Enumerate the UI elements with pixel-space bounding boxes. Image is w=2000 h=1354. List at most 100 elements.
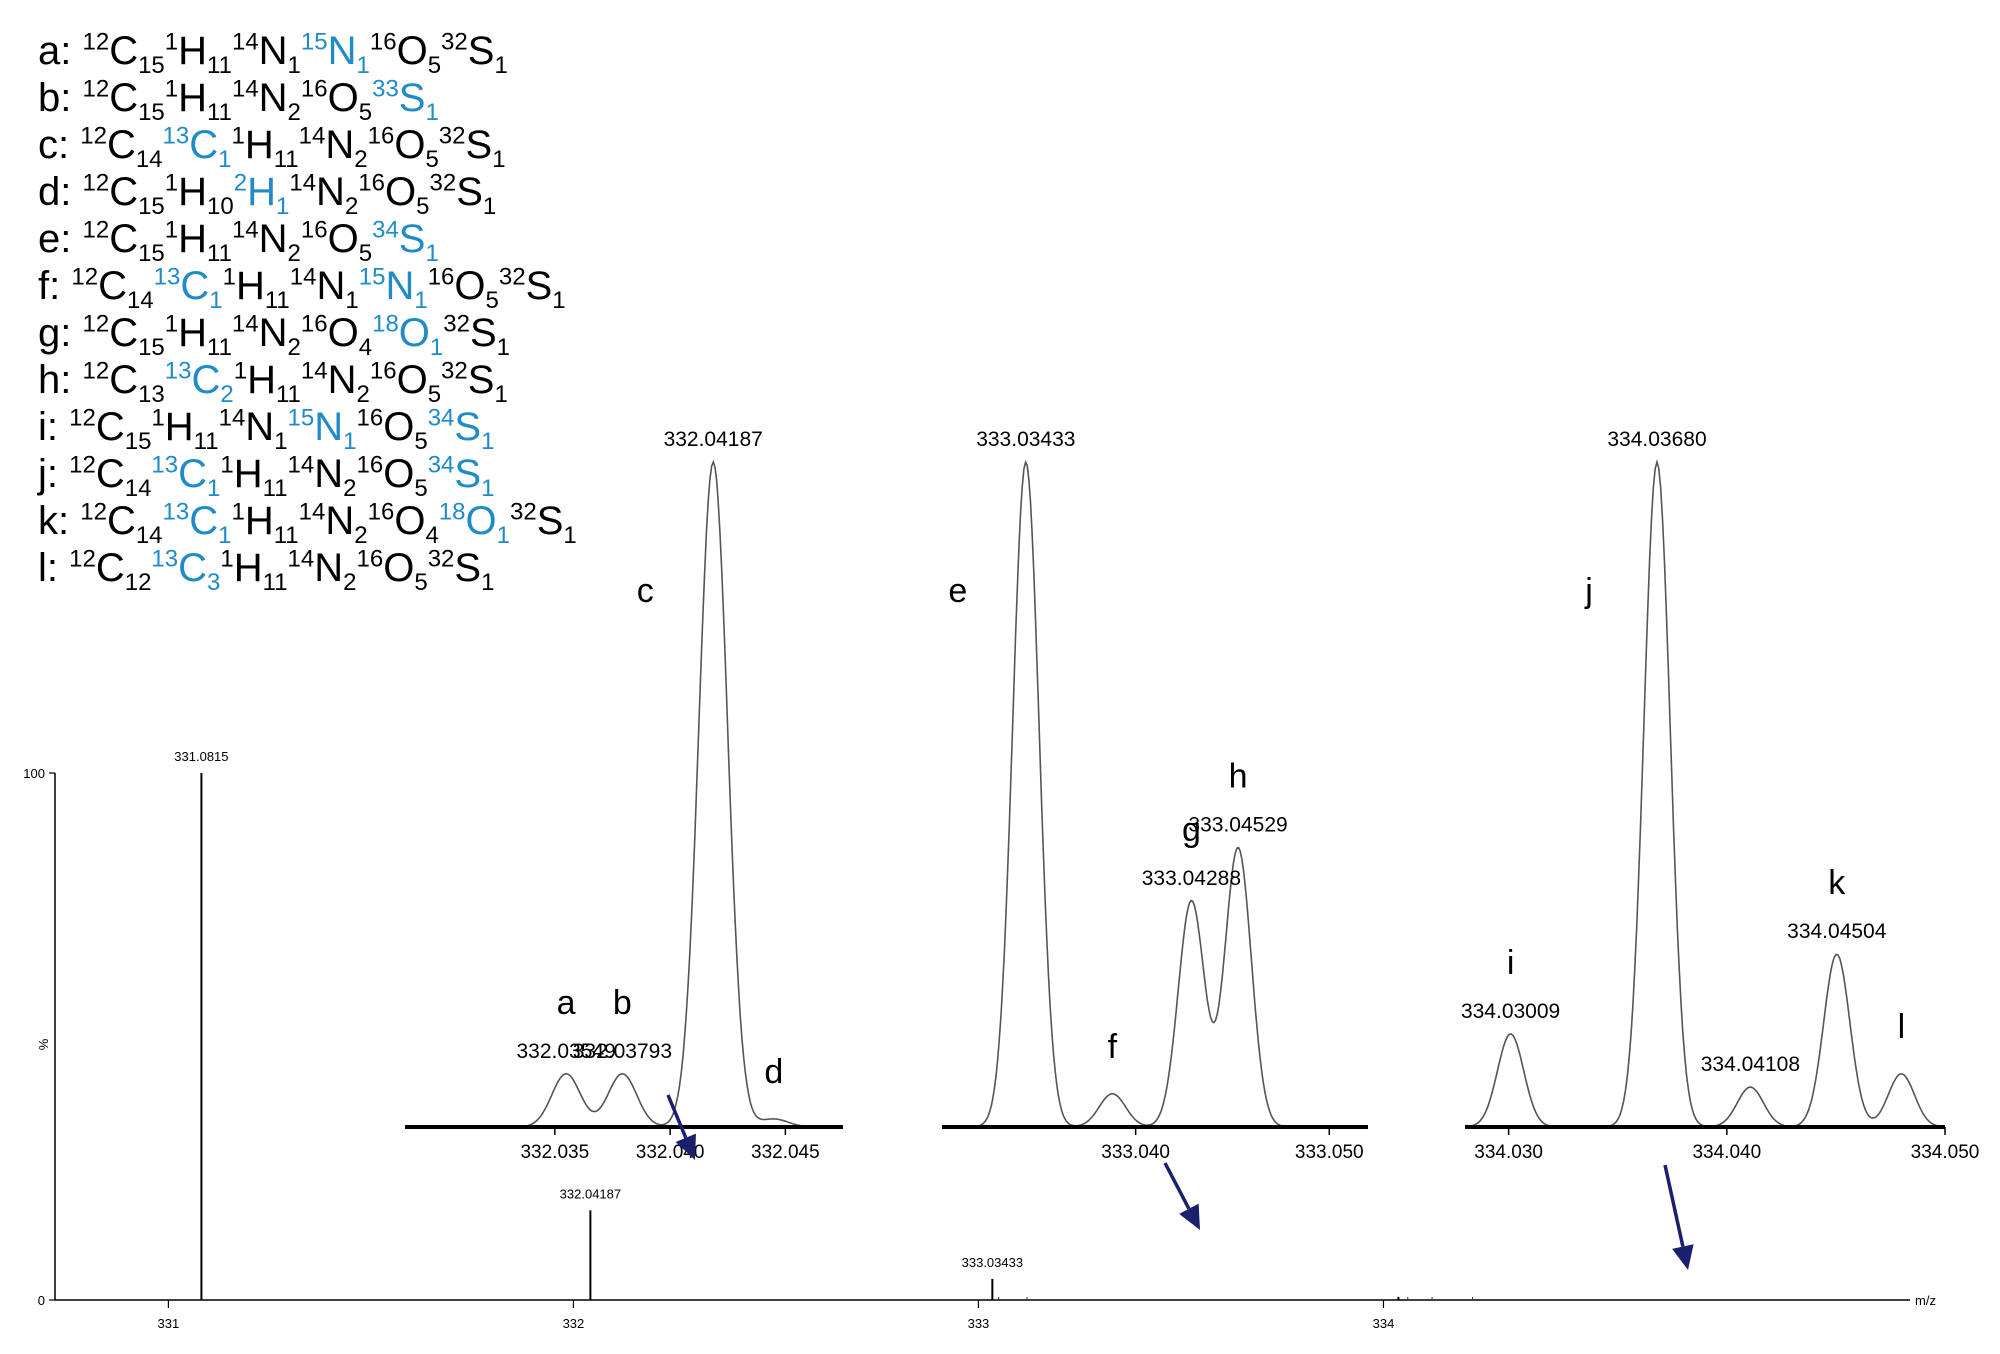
formula-atom: 16O5 <box>300 75 373 126</box>
inset-peak-label: 334.03009 <box>1461 1000 1560 1023</box>
pointer-arrow <box>1663 1164 1694 1270</box>
formula-atom: 32S1 <box>429 169 497 220</box>
inset-peak-letter: d <box>764 1053 783 1091</box>
arrow-shaft <box>666 1094 688 1139</box>
inset-x-tick-label: 334.050 <box>1911 1142 1980 1163</box>
main-x-tick-label: 334 <box>1373 1316 1395 1331</box>
formula-atom: 32S1 <box>427 545 495 596</box>
inset-peak-label: 334.04108 <box>1701 1053 1800 1076</box>
formula-atom: 14N2 <box>300 357 370 408</box>
formula-atom: 33S1 <box>372 75 439 126</box>
formula-atom: 14N2 <box>287 545 357 596</box>
inset-peak-letter: g <box>1182 811 1201 849</box>
formula-atom: 13C1 <box>151 451 221 502</box>
legend-letter: e <box>38 217 61 261</box>
legend-entry-l: l: 12C1213C31H1114N216O532S1 <box>38 545 495 596</box>
inset-x-tick-label: 334.040 <box>1692 1142 1761 1163</box>
formula-atom: 13C1 <box>153 263 223 314</box>
formula-atom: 12C15 <box>82 28 165 79</box>
legend-letter: g <box>38 311 61 355</box>
inset-peak-label: 333.04288 <box>1142 867 1241 890</box>
formula-atom: 1H11 <box>231 122 299 173</box>
formula-atom: 16O5 <box>369 28 442 79</box>
formula-atom: 32S1 <box>509 498 577 549</box>
formula-atom: 34S1 <box>372 216 439 267</box>
formula-atom: 16O5 <box>427 263 499 314</box>
formula-atom: 14N2 <box>287 451 357 502</box>
pointer-arrow <box>666 1094 696 1160</box>
formula-atom: 12C15 <box>82 75 165 126</box>
legend-letter: f <box>38 264 50 308</box>
pointer-arrow <box>1163 1162 1200 1230</box>
inset-peak-letter: f <box>1108 1028 1118 1066</box>
arrow-shaft <box>1163 1162 1191 1210</box>
legend-letter: l <box>38 546 47 590</box>
inset-peak-label: 332.03549 <box>516 1040 615 1063</box>
formula-atom: 14N1 <box>218 404 288 455</box>
formula-atom: 14N2 <box>298 498 368 549</box>
legend-entry-i: i: 12C151H1114N115N116O534S1 <box>38 404 495 455</box>
formula-atom: 12C15 <box>69 404 152 455</box>
inset-peak-label: 333.03433 <box>976 428 1075 451</box>
inset-334-profile-trace <box>1464 458 1946 1128</box>
formula-atom: 1H11 <box>164 28 232 79</box>
formula-atom: 1H11 <box>222 263 290 314</box>
formula-atom: 32S1 <box>441 357 508 408</box>
formula-atom: 15N1 <box>287 404 357 455</box>
formula-atom: 34S1 <box>427 451 495 502</box>
legend-letter: k <box>38 499 58 543</box>
formula-atom: 32S1 <box>441 28 508 79</box>
inset-peak-letter: l <box>1898 1008 1906 1046</box>
legend-entry-k: k: 12C1413C11H1114N216O418O132S1 <box>38 498 577 549</box>
main-peak-label: 333.03433 <box>962 1255 1023 1270</box>
formula-atom: 15N1 <box>300 28 370 79</box>
main-y-axis-label: % <box>36 1038 51 1050</box>
formula-atom: 32S1 <box>438 122 506 173</box>
formula-atom: 32S1 <box>443 310 511 361</box>
main-peak-label: 331.0815 <box>174 749 228 764</box>
main-y-tick-label: 0 <box>38 1293 45 1308</box>
inset-peak-letter: e <box>948 572 967 610</box>
inset-peak-letter: i <box>1507 944 1515 982</box>
formula-atom: 15N1 <box>358 263 428 314</box>
formula-atom: 13C1 <box>162 498 232 549</box>
formula-atom: 18O1 <box>438 498 510 549</box>
formula-atom: 16O5 <box>300 216 373 267</box>
inset-peak-letter: j <box>1584 572 1593 610</box>
inset-peak-label: 334.03680 <box>1607 428 1706 451</box>
formula-atom: 12C14 <box>69 451 152 502</box>
formula-atom: 16O5 <box>369 357 442 408</box>
legend-letter: h <box>38 358 61 402</box>
formula-atom: 14N2 <box>231 216 301 267</box>
arrow-head <box>1179 1203 1200 1230</box>
formula-atom: 16O5 <box>356 404 428 455</box>
main-x-axis-label: m/z <box>1915 1293 1936 1308</box>
formula-atom: 13C1 <box>162 122 232 173</box>
formula-atom: 16O5 <box>358 169 430 220</box>
legend-entry-a: a: 12C151H1114N115N116O532S1 <box>38 28 508 79</box>
formula-atom: 14N1 <box>289 263 359 314</box>
arrow-head <box>675 1133 696 1160</box>
inset-x-tick-label: 332.045 <box>751 1142 820 1163</box>
formula-atom: 18O1 <box>372 310 444 361</box>
formula-atom: 1H11 <box>233 357 301 408</box>
formula-atom: 1H10 <box>164 169 234 220</box>
formula-atom: 1H11 <box>164 310 232 361</box>
formula-atom: 13C3 <box>151 545 221 596</box>
inset-x-tick-label: 333.040 <box>1101 1142 1170 1163</box>
formula-atom: 14N1 <box>231 28 301 79</box>
formula-atom: 12C15 <box>82 169 165 220</box>
inset-peak-letter: k <box>1828 864 1846 902</box>
formula-atom: 16O4 <box>367 498 439 549</box>
formula-atom: 12C14 <box>71 263 154 314</box>
formula-atom: 14N2 <box>231 75 301 126</box>
formula-atom: 16O5 <box>356 545 428 596</box>
formula-atom: 14N2 <box>289 169 359 220</box>
legend-entry-d: d: 12C151H102H114N216O532S1 <box>38 169 497 220</box>
legend-letter: j <box>38 452 47 496</box>
inset-peak-letter: c <box>637 572 654 610</box>
legend-letter: i <box>38 405 47 449</box>
formula-atom: 1H11 <box>151 404 219 455</box>
formula-atom: 34S1 <box>427 404 495 455</box>
